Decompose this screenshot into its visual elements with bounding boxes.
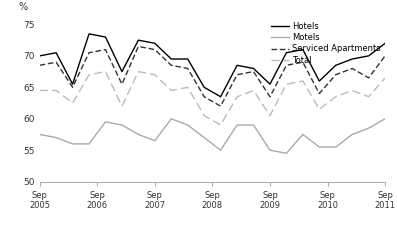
Motels <box>251 124 256 126</box>
Serviced Apartments <box>366 76 371 79</box>
Motels <box>119 124 124 126</box>
Total <box>218 124 223 126</box>
Total <box>119 105 124 108</box>
Line: Motels: Motels <box>40 119 385 153</box>
Motels <box>185 124 190 126</box>
Total <box>284 83 289 86</box>
Total <box>136 70 141 73</box>
Legend: Hotels, Motels, Serviced Apartments, Total: Hotels, Motels, Serviced Apartments, Tot… <box>269 21 383 66</box>
Hotels <box>218 95 223 98</box>
Serviced Apartments <box>301 61 305 64</box>
Total <box>185 86 190 89</box>
Serviced Apartments <box>268 95 272 98</box>
Total <box>350 89 355 92</box>
Serviced Apartments <box>350 67 355 70</box>
Total <box>251 89 256 92</box>
Total <box>70 102 75 104</box>
Motels <box>350 133 355 136</box>
Serviced Apartments <box>169 64 173 67</box>
Serviced Apartments <box>70 86 75 89</box>
Hotels <box>136 39 141 42</box>
Total <box>54 89 58 92</box>
Serviced Apartments <box>202 95 206 98</box>
Serviced Apartments <box>119 83 124 86</box>
Serviced Apartments <box>87 51 91 54</box>
Motels <box>366 127 371 130</box>
Serviced Apartments <box>383 54 387 57</box>
Serviced Apartments <box>251 70 256 73</box>
Total <box>37 89 42 92</box>
Hotels <box>70 83 75 86</box>
Motels <box>87 143 91 145</box>
Hotels <box>333 64 338 67</box>
Serviced Apartments <box>333 73 338 76</box>
Motels <box>54 136 58 139</box>
Total <box>152 73 157 76</box>
Hotels <box>317 80 322 82</box>
Hotels <box>235 64 239 67</box>
Serviced Apartments <box>136 45 141 48</box>
Hotels <box>366 54 371 57</box>
Line: Serviced Apartments: Serviced Apartments <box>40 47 385 106</box>
Motels <box>136 133 141 136</box>
Motels <box>70 143 75 145</box>
Serviced Apartments <box>284 64 289 67</box>
Total <box>103 70 108 73</box>
Serviced Apartments <box>103 48 108 51</box>
Hotels <box>383 42 387 45</box>
Total <box>366 95 371 98</box>
Total <box>268 114 272 117</box>
Hotels <box>169 58 173 60</box>
Hotels <box>251 67 256 70</box>
Motels <box>268 149 272 152</box>
Motels <box>152 139 157 142</box>
Hotels <box>301 48 305 51</box>
Total <box>202 114 206 117</box>
Hotels <box>268 83 272 86</box>
Motels <box>218 149 223 152</box>
Motels <box>235 124 239 126</box>
Serviced Apartments <box>317 92 322 95</box>
Serviced Apartments <box>218 105 223 108</box>
Motels <box>169 117 173 120</box>
Line: Total: Total <box>40 72 385 125</box>
Total <box>169 89 173 92</box>
Motels <box>284 152 289 155</box>
Motels <box>317 146 322 148</box>
Total <box>317 108 322 111</box>
Total <box>333 95 338 98</box>
Hotels <box>152 42 157 45</box>
Hotels <box>185 58 190 60</box>
Hotels <box>350 58 355 60</box>
Total <box>301 80 305 82</box>
Hotels <box>284 51 289 54</box>
Hotels <box>37 54 42 57</box>
Serviced Apartments <box>185 67 190 70</box>
Total <box>235 95 239 98</box>
Serviced Apartments <box>54 61 58 64</box>
Motels <box>333 146 338 148</box>
Hotels <box>87 32 91 35</box>
Hotels <box>54 51 58 54</box>
Motels <box>103 121 108 123</box>
Total <box>383 76 387 79</box>
Hotels <box>103 36 108 38</box>
Motels <box>301 133 305 136</box>
Text: %: % <box>19 2 28 12</box>
Line: Hotels: Hotels <box>40 34 385 97</box>
Motels <box>37 133 42 136</box>
Hotels <box>119 70 124 73</box>
Hotels <box>202 86 206 89</box>
Total <box>87 73 91 76</box>
Serviced Apartments <box>37 64 42 67</box>
Serviced Apartments <box>152 48 157 51</box>
Motels <box>383 117 387 120</box>
Motels <box>202 136 206 139</box>
Serviced Apartments <box>235 73 239 76</box>
